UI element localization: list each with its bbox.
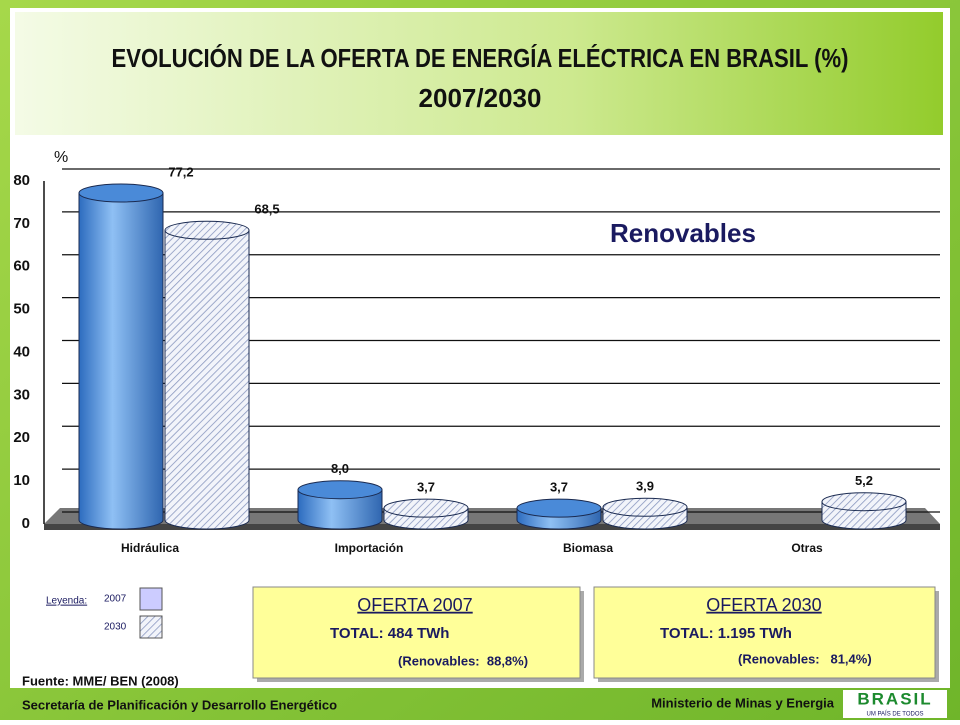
- annotation: Renovables: [610, 218, 756, 248]
- x-tick-label: Biomasa: [563, 541, 613, 555]
- bar-top: [821, 492, 907, 512]
- box-total: TOTAL: 1.195 TWh: [660, 625, 792, 642]
- legend-label: 2007: [104, 594, 127, 605]
- bar-top: [602, 497, 688, 517]
- value-label: 3,7: [550, 480, 568, 495]
- x-tick-label: Hidráulica: [121, 541, 179, 555]
- box: [252, 586, 581, 679]
- y-tick-label: 0: [22, 515, 30, 532]
- title: EVOLUCIÓN DE LA OFERTA DE ENERGÍA ELÉCTR…: [112, 43, 849, 73]
- box-renewables: (Renovables: 81,4%): [738, 651, 872, 666]
- box-total: TOTAL: 484 TWh: [330, 625, 449, 642]
- bar: [297, 489, 383, 530]
- bar-top: [78, 183, 164, 203]
- logo: BRASIL: [857, 689, 932, 708]
- bar-top: [297, 480, 383, 500]
- y-tick-label: 10: [13, 472, 30, 489]
- y-tick-label: 20: [13, 429, 30, 446]
- value-label: 5,2: [855, 473, 873, 488]
- bar-top: [383, 498, 469, 518]
- title-box: [15, 12, 943, 135]
- y-tick-label: 80: [13, 172, 30, 189]
- subtitle: 2007/2030: [419, 83, 542, 113]
- value-label: 77,2: [168, 164, 193, 179]
- bar: [164, 229, 250, 530]
- box-title: OFERTA 2007: [357, 595, 472, 615]
- value-label: 3,7: [417, 480, 435, 495]
- y-tick-label: 50: [13, 301, 30, 318]
- logo-box: [843, 690, 947, 718]
- footer-left: Secretaría de Planificación y Desarrollo…: [22, 697, 337, 712]
- box: [593, 586, 936, 679]
- value-label: 3,9: [636, 479, 654, 494]
- y-axis-label: %: [54, 149, 68, 166]
- x-tick-label: Importación: [335, 541, 404, 555]
- y-tick-label: 40: [13, 343, 30, 360]
- y-tick-label: 60: [13, 258, 30, 275]
- bar-top: [516, 498, 602, 518]
- box-renewables: (Renovables: 88,8%): [398, 653, 528, 668]
- source: Fuente: MME/ BEN (2008): [22, 673, 179, 688]
- y-tick-label: 70: [13, 215, 30, 232]
- legend-swatch: [139, 615, 163, 639]
- value-label: 68,5: [254, 202, 279, 217]
- x-tick-label: Otras: [791, 541, 823, 555]
- box-title: OFERTA 2030: [706, 595, 821, 615]
- y-tick-label: 30: [13, 386, 30, 403]
- logo-tagline: UM PAÍS DE TODOS: [866, 711, 923, 718]
- bar: [78, 192, 164, 530]
- footer-right: Ministerio de Minas y Energia: [651, 695, 835, 710]
- legend-label: 2030: [104, 622, 127, 633]
- legend-swatch: [139, 587, 163, 611]
- value-label: 8,0: [331, 461, 349, 476]
- legend-title: Leyenda:: [46, 596, 87, 607]
- bar-top: [164, 220, 250, 240]
- chart-floor-edge: [44, 524, 940, 530]
